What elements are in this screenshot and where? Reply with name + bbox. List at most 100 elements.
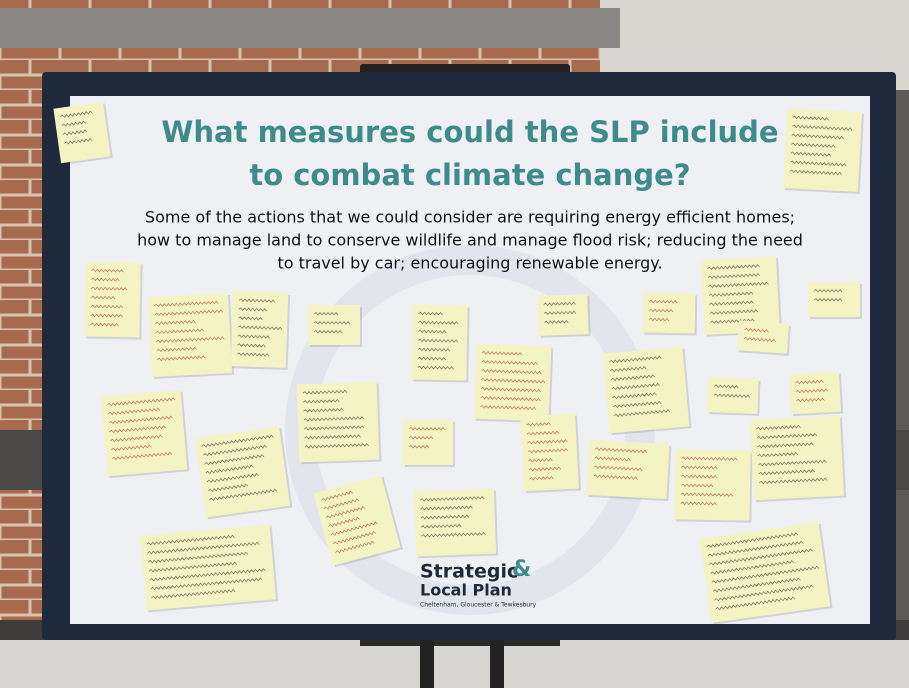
- handwriting: [680, 474, 718, 479]
- sticky-note: [313, 475, 403, 568]
- handwriting: [201, 434, 274, 448]
- note-paper: [749, 415, 845, 501]
- handwriting: [157, 355, 206, 362]
- handwriting: [795, 379, 824, 385]
- sticky-note: [84, 261, 143, 340]
- note-paper: [84, 261, 141, 338]
- handwriting: [109, 425, 166, 434]
- sticky-note: [473, 343, 554, 424]
- handwriting: [206, 473, 259, 484]
- handwriting: [107, 397, 176, 407]
- note-paper: [100, 389, 188, 477]
- handwriting: [302, 389, 348, 395]
- note-paper: [403, 420, 453, 465]
- handwriting: [795, 388, 829, 394]
- handwriting: [335, 540, 375, 554]
- note-paper: [782, 108, 863, 192]
- handwriting: [147, 541, 260, 555]
- handwriting: [417, 365, 454, 370]
- handwriting: [421, 531, 486, 538]
- handwriting: [707, 264, 760, 271]
- handwriting: [609, 366, 647, 373]
- handwriting: [813, 297, 843, 302]
- handwriting: [680, 492, 734, 497]
- handwriting: [61, 120, 87, 127]
- note-paper: [642, 292, 696, 334]
- handwriting: [304, 425, 365, 431]
- handwriting: [60, 110, 93, 118]
- handwriting: [744, 327, 769, 333]
- handwriting: [90, 322, 119, 327]
- sticky-note: [230, 291, 291, 371]
- handwriting: [313, 311, 339, 316]
- note-paper: [586, 439, 670, 500]
- handwriting: [813, 288, 843, 293]
- handwriting: [408, 444, 430, 449]
- handwriting: [648, 299, 678, 304]
- handwriting: [528, 466, 562, 472]
- handwriting: [304, 442, 370, 449]
- handwriting: [418, 311, 443, 316]
- handwriting: [480, 377, 546, 384]
- handwriting: [611, 382, 660, 391]
- handwriting: [757, 452, 799, 458]
- handwriting: [757, 442, 814, 449]
- handwriting: [707, 540, 804, 557]
- note-paper: [308, 305, 360, 345]
- handwriting: [156, 336, 225, 344]
- handwriting: [150, 577, 263, 591]
- handwriting: [313, 320, 351, 325]
- handwriting: [148, 551, 249, 564]
- handwriting: [594, 456, 631, 462]
- note-paper: [788, 371, 842, 415]
- handwriting: [154, 300, 219, 308]
- handwriting: [527, 439, 568, 445]
- sticky-note: [586, 439, 672, 502]
- logo-strategic: Strategic: [420, 561, 518, 583]
- handwriting: [313, 329, 343, 334]
- handwriting: [593, 465, 643, 472]
- note-paper: [147, 292, 233, 378]
- handwriting: [237, 343, 266, 348]
- handwriting: [328, 516, 360, 528]
- note-paper: [537, 294, 589, 336]
- handwriting: [481, 368, 542, 375]
- handwriting: [648, 308, 674, 313]
- handwriting: [789, 169, 843, 176]
- handwriting: [481, 360, 538, 366]
- handwriting: [420, 505, 473, 511]
- handwriting: [417, 338, 459, 343]
- handwriting: [791, 124, 853, 131]
- sticky-note: [296, 381, 382, 465]
- handwriting: [528, 457, 553, 463]
- title: to combat climate change?: [249, 158, 690, 192]
- sticky-note: [139, 524, 279, 613]
- sticky-note: [788, 371, 844, 417]
- sticky-note: [699, 522, 833, 625]
- handwriting: [156, 346, 198, 353]
- handwriting: [790, 160, 847, 167]
- sticky-note: [194, 426, 293, 520]
- handwriting: [714, 584, 814, 602]
- note-paper: [296, 381, 380, 463]
- sticky-note: [100, 389, 190, 479]
- logo-tagline: Cheltenham, Gloucester & Tewkesbury: [420, 602, 537, 609]
- subtitle: Some of the actions that we could consid…: [145, 208, 795, 227]
- handwriting: [148, 561, 238, 573]
- handwriting: [680, 501, 717, 506]
- handwriting: [709, 300, 754, 306]
- sticky-note: [520, 413, 582, 494]
- handwriting: [90, 295, 116, 300]
- handwriting: [792, 115, 829, 121]
- handwriting: [420, 523, 462, 529]
- handwriting: [417, 347, 451, 352]
- handwriting: [107, 407, 161, 416]
- handwriting: [62, 129, 88, 136]
- handwriting: [543, 301, 576, 307]
- handwriting: [111, 444, 152, 452]
- title: What measures could the SLP include: [161, 115, 778, 149]
- handwriting: [713, 393, 751, 399]
- note-paper: [194, 426, 291, 518]
- handwriting: [609, 355, 662, 364]
